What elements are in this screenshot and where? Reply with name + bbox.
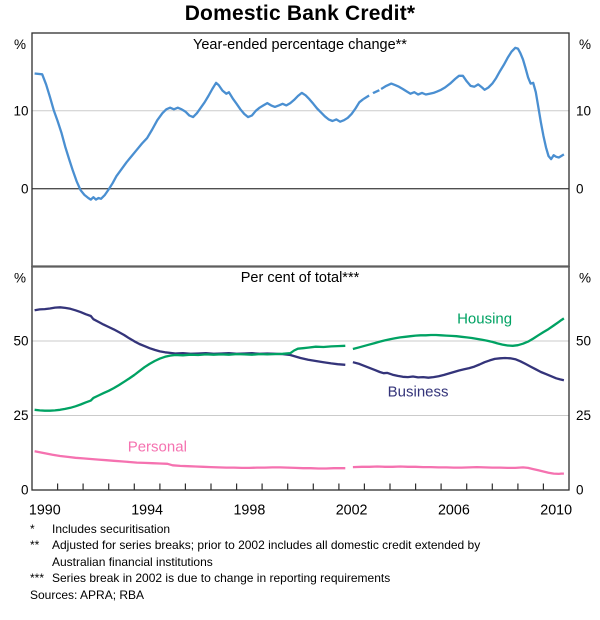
- bottom-panel-subtitle: Per cent of total***: [240, 270, 360, 286]
- y-axis-label-left-50: 50: [13, 334, 28, 349]
- y-axis-label-right-25: 25: [576, 408, 591, 423]
- footnotes: * Includes securitisation ** Adjusted fo…: [30, 521, 578, 603]
- y-axis-label-left-0: 0: [21, 181, 29, 196]
- footnote-3-marker: ***: [30, 571, 45, 586]
- panel-border-shares: [31, 265, 570, 491]
- top-panel-subtitle: Year-ended percentage change**: [193, 37, 407, 53]
- chart-canvas: 10 10 0 0% % 50 50 25 25 0 0% % 1990 1994 1998 2002 2006…: [13, 32, 591, 519]
- business-series-label: Business: [387, 383, 449, 401]
- housing-series-line-2: [352, 317, 565, 351]
- business-series-line-2: [352, 356, 565, 382]
- chart-title: Domestic Bank Credit*: [184, 2, 416, 25]
- y-axis-label-right-10: 10: [576, 104, 591, 119]
- x-axis-tick-label-1990: 1990: [29, 503, 61, 519]
- x-axis-tick-label-2006: 2006: [438, 503, 470, 519]
- y-axis-label-right-50: 50: [576, 334, 591, 349]
- housing-series-line-1: [34, 344, 346, 412]
- footnote-2-marker: **: [30, 538, 40, 553]
- y-axis-unit-left: %: [14, 37, 26, 52]
- housing-series-label: Housing: [457, 310, 513, 328]
- y-axis-unit-right: %: [579, 271, 591, 286]
- personal-series-line-1: [34, 450, 346, 470]
- footnote-3: *** Series break in 2002 is due to chang…: [30, 570, 578, 586]
- y-axis-unit-right: %: [579, 37, 591, 52]
- y-axis-label-left-0: 0: [21, 483, 29, 498]
- footnote-2: ** Adjusted for series breaks; prior to …: [30, 537, 578, 570]
- x-axis-tick-label-1998: 1998: [233, 503, 265, 519]
- footnote-1-marker: *: [30, 522, 35, 536]
- y-axis-label-right-0: 0: [576, 483, 584, 498]
- x-axis-tick-label-2010: 2010: [540, 503, 572, 519]
- footnote-3-text: Series break in 2002 is due to change in…: [52, 571, 391, 586]
- footnote-1-text: Includes securitisation: [52, 522, 171, 536]
- bank-credit-growth-series-line-3: [380, 46, 565, 161]
- business-series-line-1: [34, 306, 346, 366]
- x-axis-tick-label-2002: 2002: [336, 503, 368, 519]
- y-axis-unit-left: %: [14, 271, 26, 286]
- personal-series-line-2: [352, 465, 564, 476]
- x-axis-tick-label-1994: 1994: [131, 503, 163, 519]
- bank-credit-growth-series-line-1: [34, 72, 364, 201]
- bank-credit-growth-series-line-2: [362, 88, 382, 101]
- footnote-2-text: Adjusted for series breaks; prior to 200…: [52, 538, 481, 569]
- y-axis-label-left-25: 25: [13, 408, 28, 423]
- y-axis-label-left-10: 10: [13, 104, 28, 119]
- sources-line: Sources: APRA; RBA: [30, 587, 145, 602]
- footnote-1: * Includes securitisation: [30, 521, 578, 537]
- panel-border-growth: [31, 32, 570, 268]
- y-axis-label-right-0: 0: [576, 181, 584, 196]
- personal-series-label: Personal: [127, 438, 187, 456]
